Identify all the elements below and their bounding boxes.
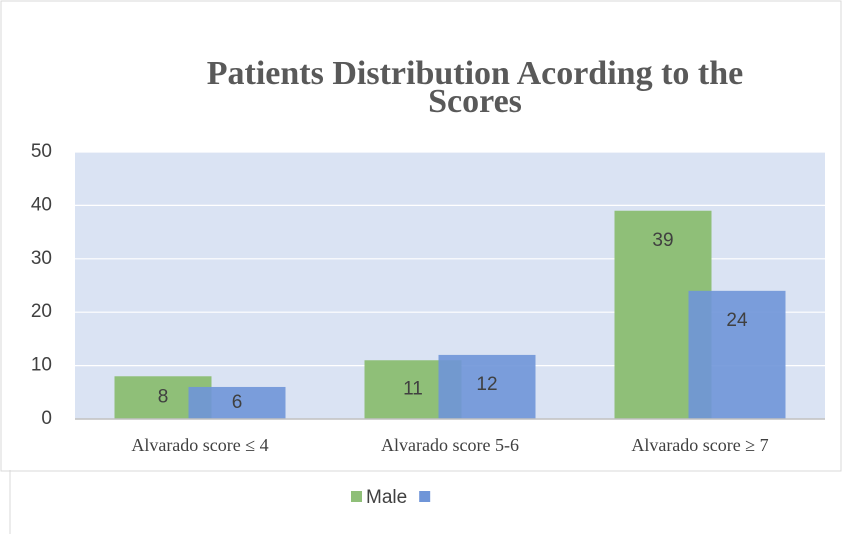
data-label: 11 bbox=[403, 379, 423, 400]
bar bbox=[688, 290, 786, 419]
y-tick-label: 50 bbox=[31, 141, 52, 162]
bar bbox=[188, 386, 286, 419]
data-label: 39 bbox=[652, 230, 673, 251]
legend-swatch bbox=[351, 491, 362, 502]
x-tick-label: Alvarado score ≤ 4 bbox=[131, 435, 268, 455]
y-tick-label: 0 bbox=[41, 408, 52, 429]
x-tick-label: Alvarado score 5-6 bbox=[381, 435, 519, 455]
x-tick-label: Alvarado score ≥ 7 bbox=[631, 435, 768, 455]
data-label: 12 bbox=[476, 374, 497, 395]
data-label: 6 bbox=[232, 392, 243, 413]
legend-label: Male bbox=[366, 487, 407, 508]
bar bbox=[438, 354, 536, 419]
data-label: 8 bbox=[158, 387, 169, 408]
y-tick-label: 40 bbox=[31, 194, 52, 215]
data-label: 24 bbox=[726, 310, 748, 331]
chart-title: Patients Distribution Acording to the Sco… bbox=[207, 55, 743, 120]
y-tick-label: 20 bbox=[31, 301, 52, 322]
y-tick-label: 30 bbox=[31, 248, 52, 269]
y-tick-label: 10 bbox=[31, 355, 52, 376]
legend-swatch bbox=[419, 491, 431, 502]
